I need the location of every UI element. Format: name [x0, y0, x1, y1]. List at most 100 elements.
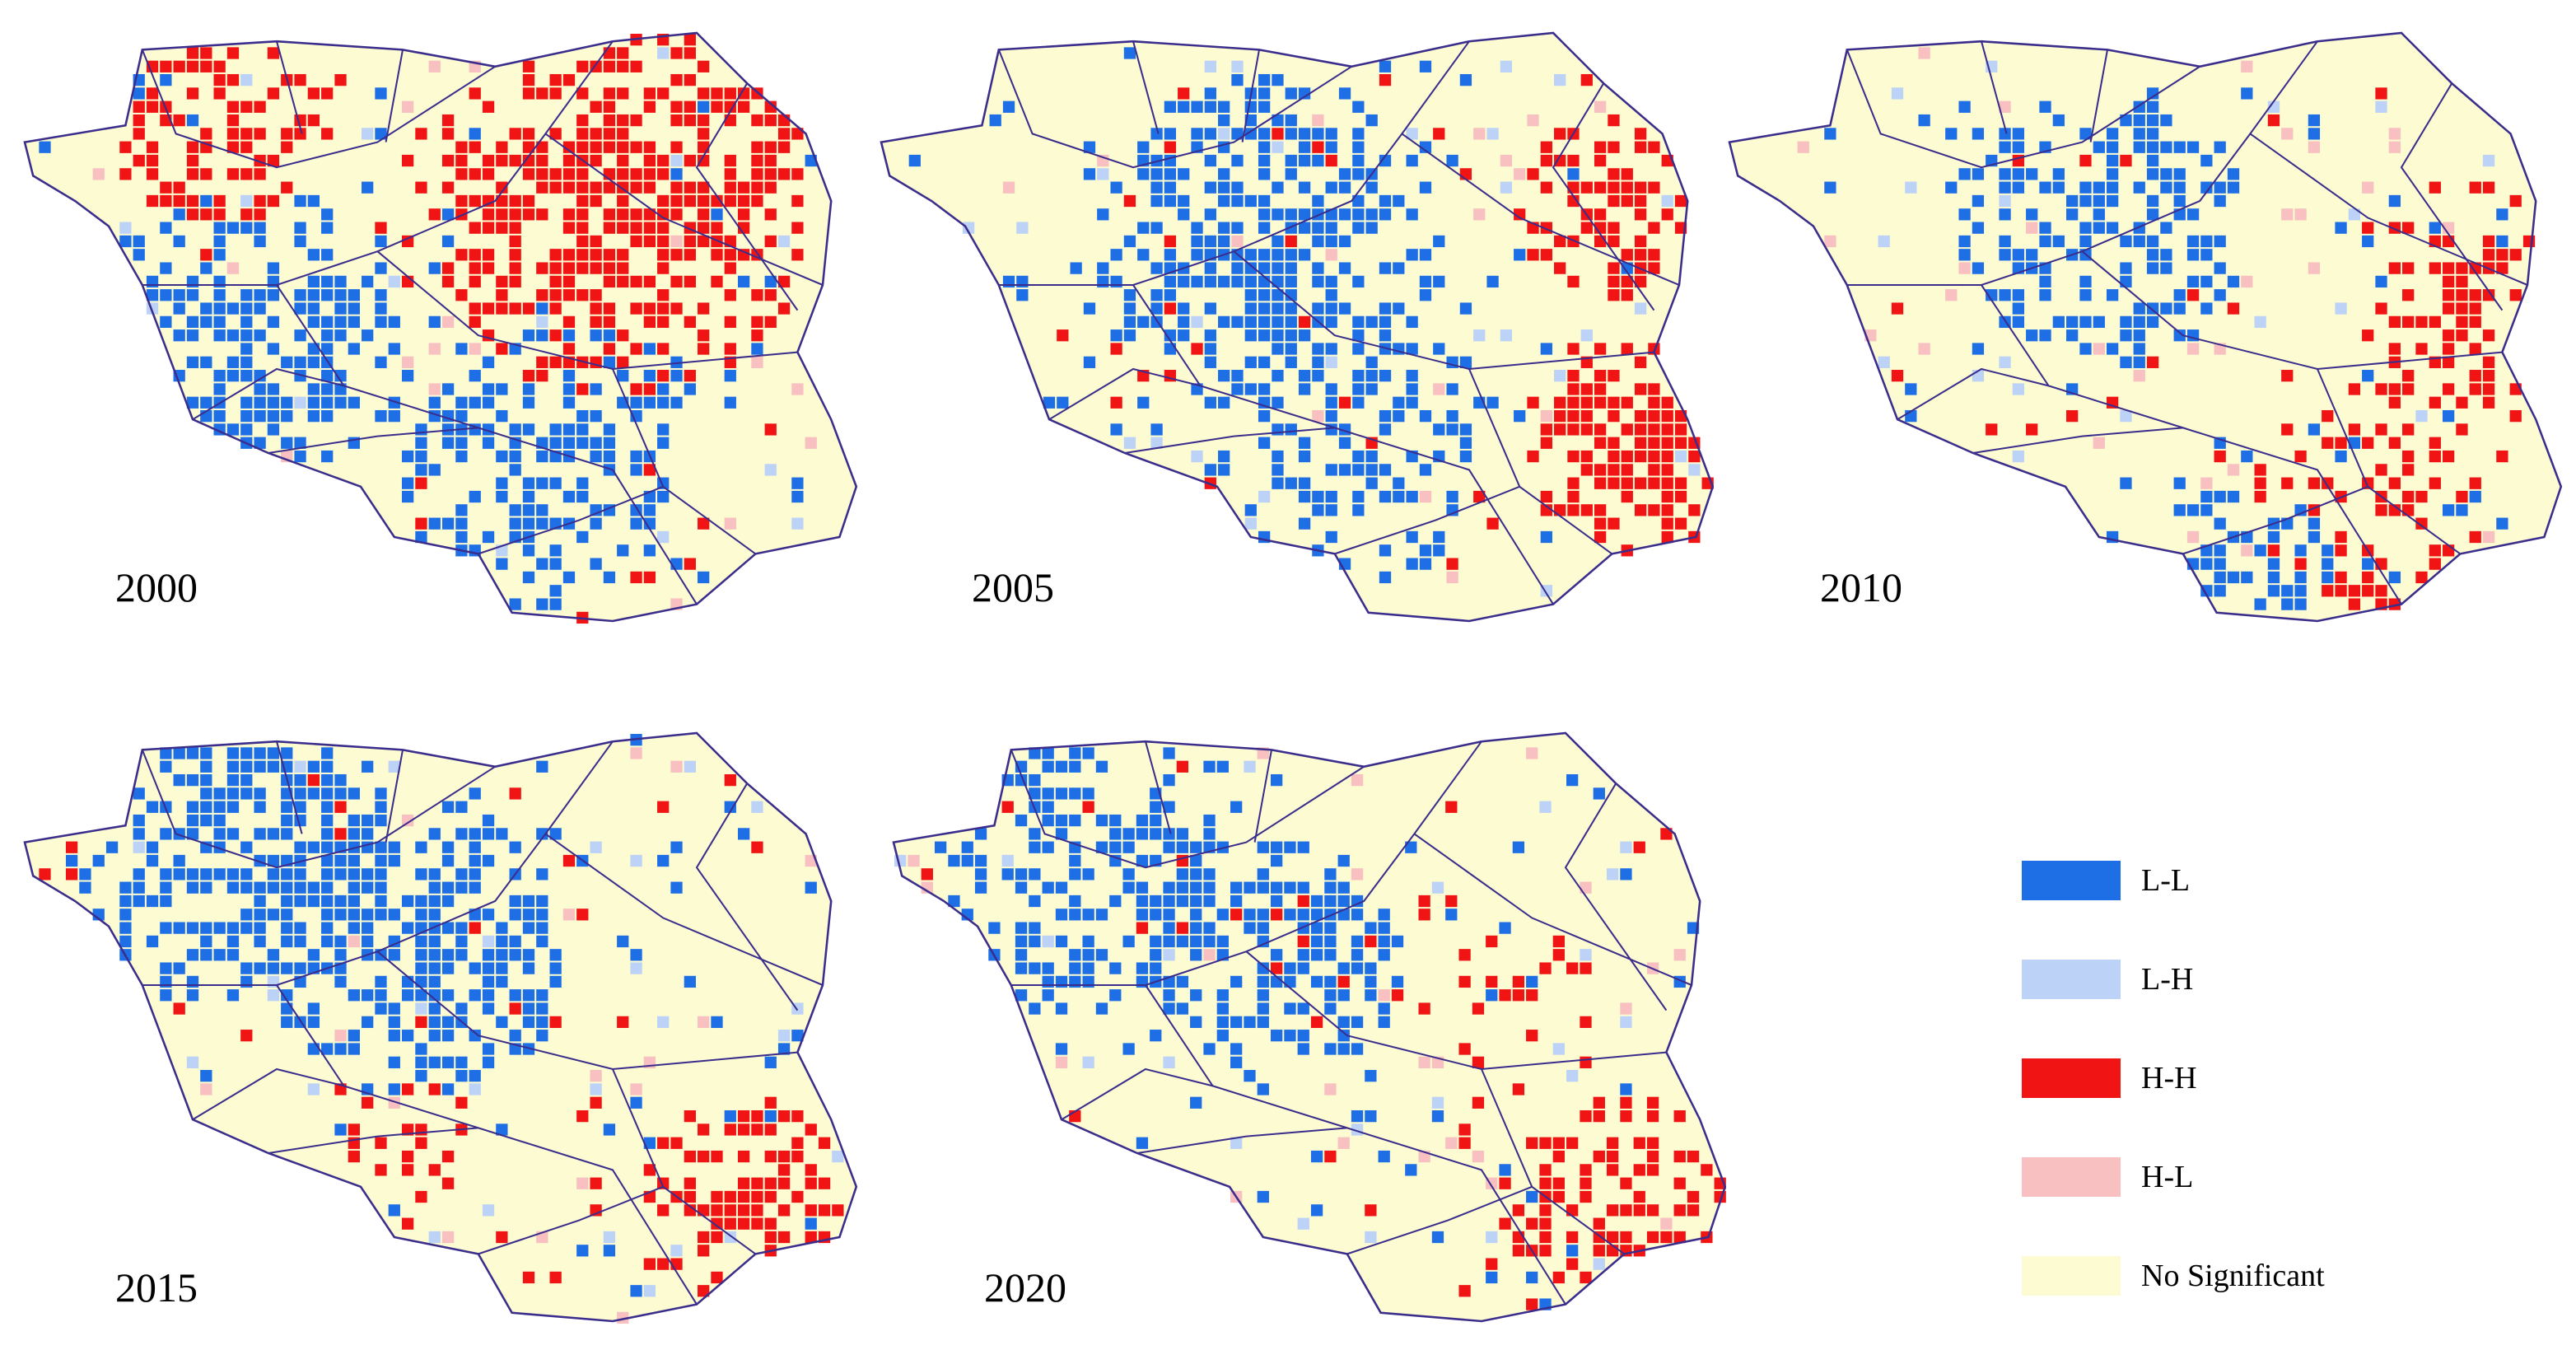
grid-cell	[1176, 922, 1189, 934]
grid-cell	[509, 895, 521, 908]
grid-cell	[617, 128, 629, 140]
grid-cell	[415, 1043, 427, 1055]
grid-cell	[1458, 949, 1471, 961]
grid-cell	[226, 114, 240, 127]
grid-cell	[1190, 935, 1202, 948]
grid-cell	[2281, 585, 2294, 597]
grid-cell	[1297, 841, 1309, 853]
grid-cell	[2415, 315, 2428, 329]
grid-cell	[2160, 249, 2172, 261]
grid-cell	[1297, 962, 1309, 974]
grid-cell	[603, 208, 616, 221]
grid-cell	[536, 828, 548, 840]
grid-cell	[751, 329, 763, 342]
grid-cell	[670, 396, 683, 409]
grid-cell	[711, 1231, 723, 1244]
grid-cell	[133, 249, 145, 261]
grid-cell	[469, 343, 481, 355]
grid-cell	[2133, 315, 2145, 329]
grid-cell	[1095, 949, 1108, 961]
grid-cell	[1580, 181, 1593, 194]
grid-cell	[1526, 1298, 1538, 1310]
grid-cell	[2442, 275, 2455, 288]
grid-cell	[590, 141, 602, 153]
grid-cell	[1270, 895, 1283, 908]
grid-cell	[1824, 181, 1836, 194]
grid-cell	[321, 315, 334, 329]
grid-cell	[2496, 208, 2508, 221]
grid-cell	[1621, 477, 1633, 489]
grid-cell	[549, 585, 562, 597]
grid-cell	[375, 87, 387, 100]
grid-cell	[1527, 249, 1539, 261]
grid-cell	[388, 841, 400, 853]
grid-cell	[428, 909, 441, 921]
grid-cell	[441, 275, 455, 288]
grid-cell	[240, 100, 253, 113]
grid-cell	[321, 773, 334, 787]
grid-cell	[362, 922, 374, 934]
sub-basin-boundary	[2182, 485, 2368, 555]
grid-cell	[1391, 989, 1404, 1002]
grid-cell	[1608, 194, 1620, 208]
grid-cell	[1109, 895, 1122, 908]
grid-cell	[469, 222, 481, 234]
grid-cell	[1379, 60, 1392, 72]
grid-cell	[307, 356, 320, 368]
grid-cell	[213, 787, 226, 800]
grid-cell	[186, 60, 199, 72]
grid-cell	[1567, 423, 1580, 436]
grid-cell	[764, 154, 777, 167]
grid-cell	[1378, 1150, 1390, 1163]
grid-cell	[1284, 975, 1296, 988]
grid-cell	[2160, 302, 2172, 315]
grid-cell	[617, 222, 629, 234]
grid-cell	[307, 343, 320, 355]
grid-cell	[2469, 343, 2481, 355]
grid-cell	[267, 289, 280, 301]
grid-cell	[334, 289, 347, 301]
grid-cell	[818, 1137, 831, 1149]
grid-cell	[603, 128, 616, 140]
grid-cell	[428, 262, 441, 274]
grid-cell	[1661, 423, 1673, 436]
grid-cell	[39, 868, 51, 881]
grid-cell	[1203, 828, 1216, 840]
grid-cell	[2160, 114, 2172, 127]
grid-cell	[2066, 409, 2079, 423]
grid-cell	[441, 854, 455, 867]
grid-cell	[2509, 289, 2522, 301]
grid-cell	[1204, 87, 1216, 100]
grid-cell	[1972, 194, 1985, 208]
grid-cell	[173, 922, 185, 934]
grid-cell	[1419, 60, 1432, 72]
grid-cell	[2267, 114, 2280, 127]
grid-cell	[1258, 87, 1271, 100]
grid-cell	[2227, 168, 2240, 180]
grid-cell	[2133, 343, 2145, 355]
grid-cell	[751, 141, 763, 153]
sub-basin-boundary	[192, 1067, 344, 1121]
grid-cell	[1797, 141, 1809, 153]
grid-cell	[1593, 1150, 1605, 1163]
grid-cell	[321, 868, 334, 881]
grid-cell	[307, 1002, 320, 1015]
grid-cell	[1958, 208, 1971, 221]
grid-cell	[160, 60, 172, 72]
grid-cell	[1285, 235, 1297, 248]
grid-cell	[1634, 302, 1647, 315]
grid-cell	[1164, 181, 1177, 194]
grid-cell	[684, 383, 696, 395]
sub-basin-boundary	[695, 82, 799, 311]
basin-outline	[1728, 31, 2563, 623]
grid-cell	[698, 1285, 710, 1297]
grid-cell	[469, 854, 481, 867]
grid-cell	[1310, 1150, 1323, 1163]
grid-cell	[509, 275, 521, 288]
grid-cell	[254, 922, 266, 934]
grid-cell	[522, 383, 535, 395]
grid-cell	[2200, 249, 2213, 261]
grid-cell	[657, 222, 670, 234]
grid-cell	[2039, 181, 2051, 194]
grid-cell	[401, 356, 414, 368]
